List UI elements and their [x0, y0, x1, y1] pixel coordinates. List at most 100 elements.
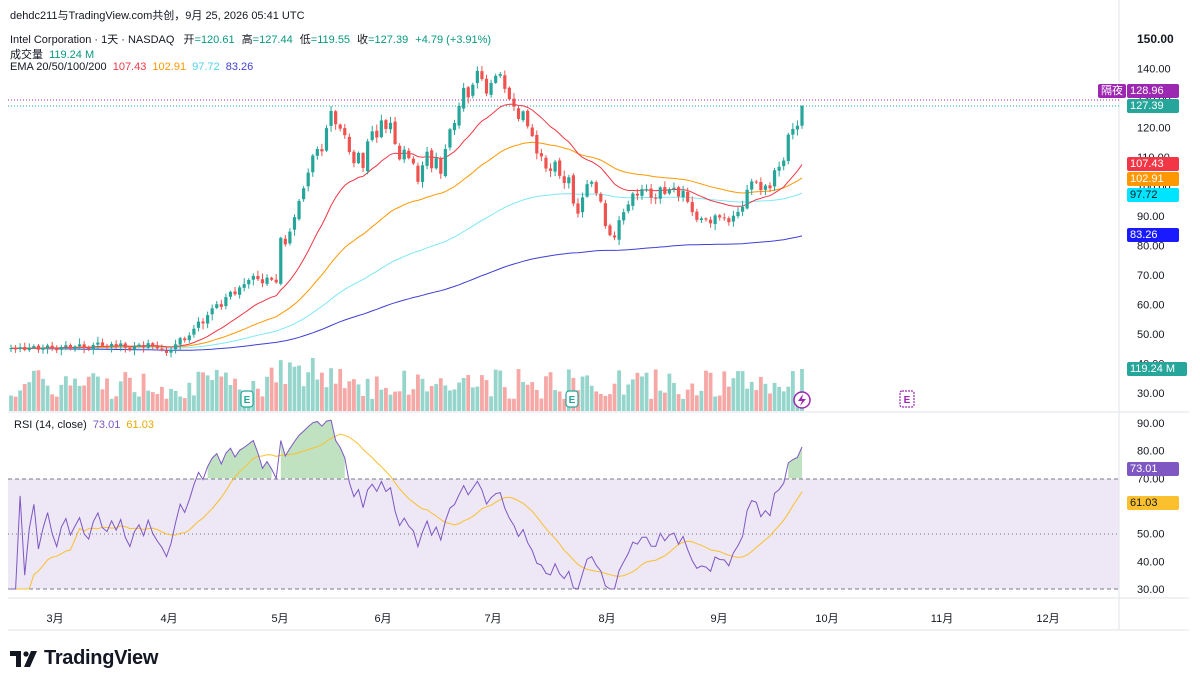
time-axis-label: 12月 — [1036, 613, 1059, 625]
volume-bar — [425, 391, 429, 411]
volume-bar — [429, 386, 434, 411]
candle-body — [36, 345, 41, 350]
ema20-price-tag: 107.43 — [1127, 157, 1179, 171]
candle-body — [768, 185, 772, 189]
volume-bar — [640, 376, 644, 411]
future-earnings-marker-icon — [899, 390, 915, 408]
candle-body — [443, 149, 447, 177]
candle-body — [292, 217, 297, 230]
volume-bar — [379, 389, 384, 411]
candle-body — [654, 197, 658, 199]
rsi-legend[interactable]: RSI (14, close) 73.01 61.03 — [14, 419, 154, 431]
volume-bar — [274, 382, 279, 411]
candle-body — [640, 189, 644, 196]
candle-body — [9, 348, 13, 350]
candles — [9, 66, 804, 358]
volume-bar — [315, 379, 320, 411]
candle-body — [745, 189, 749, 209]
volume-bar — [31, 370, 36, 411]
candle-body — [672, 187, 676, 190]
candle-body — [238, 287, 242, 295]
volume-bar — [704, 370, 708, 411]
candle-body — [87, 347, 91, 350]
volume-bar — [95, 376, 100, 411]
volume-bar — [329, 368, 333, 411]
volume-bar — [662, 392, 667, 411]
volume-bar — [699, 390, 704, 411]
volume-bar — [781, 391, 786, 411]
change-value: +4.79 (+3.91%) — [415, 34, 492, 46]
earnings-marker-icon — [240, 390, 254, 408]
volume-bar — [361, 396, 365, 411]
volume-bar — [580, 376, 585, 411]
rsi-line — [11, 419, 803, 590]
candle-body — [576, 203, 580, 214]
price-axis-label: 60.00 — [1137, 300, 1165, 312]
candle-body — [32, 346, 36, 348]
candle-body — [649, 188, 653, 198]
volume-bar — [182, 398, 187, 411]
volume-bar — [347, 381, 352, 411]
candle-body — [274, 279, 278, 283]
volume-bar — [617, 370, 622, 411]
candle-body — [151, 343, 155, 347]
volume-bar — [539, 398, 544, 411]
volume-bar — [553, 390, 557, 411]
rsi-tag: 73.01 — [1127, 462, 1179, 476]
candle-body — [329, 110, 333, 126]
candle-body — [466, 87, 470, 98]
candle-body — [407, 150, 411, 159]
ema-label: EMA 20/50/100/200 — [10, 61, 107, 73]
ema200-price-tag: 83.26 — [1127, 228, 1179, 242]
time-axis-label: 10月 — [815, 613, 838, 625]
volume-bar — [356, 384, 361, 411]
rsi-axis-label: 40.00 — [1137, 556, 1165, 568]
volume-bar — [800, 369, 804, 411]
volume-bar — [320, 372, 324, 411]
candle-body — [146, 343, 150, 348]
rsi-label: RSI (14, close) — [14, 419, 87, 431]
candle-body — [539, 153, 543, 157]
volume-bar — [265, 376, 269, 411]
volume-bar — [150, 392, 155, 411]
candle-body — [50, 345, 54, 349]
tradingview-logo[interactable]: TradingView — [10, 647, 158, 670]
candle-body — [402, 149, 406, 160]
candle-body — [558, 160, 562, 176]
volume-bar — [365, 378, 370, 411]
candle-body — [786, 134, 790, 161]
symbol-name[interactable]: Intel Corporation · 1天 · NASDAQ — [10, 34, 175, 46]
ema-legend[interactable]: EMA 20/50/100/200 107.43 102.91 97.72 83… — [10, 61, 253, 73]
time-axis-label: 11月 — [931, 613, 953, 625]
rsi-axis-label: 30.00 — [1137, 584, 1165, 596]
volume-bar — [598, 393, 603, 411]
candle-body — [334, 111, 338, 125]
candle-body — [713, 215, 717, 225]
volume-bar — [484, 380, 489, 411]
candle-body — [594, 182, 598, 194]
ema200-line — [11, 235, 803, 351]
candle-body — [759, 182, 763, 191]
volume-legend[interactable]: 成交量 119.24 M — [10, 46, 94, 62]
candle-body — [754, 181, 758, 183]
volume-bar — [86, 376, 91, 411]
time-axis-label: 7月 — [484, 613, 501, 625]
candle-body — [265, 277, 269, 284]
ema100-line — [11, 192, 803, 349]
earnings-marker-icon — [565, 390, 579, 408]
candle-body — [59, 346, 63, 350]
close-value: =127.39 — [368, 34, 409, 46]
candle-body — [782, 160, 786, 167]
high-value: =127.44 — [252, 34, 293, 46]
rsi-value: 73.01 — [92, 419, 121, 431]
volume-bar — [109, 398, 114, 411]
candle-body — [475, 70, 479, 84]
candle-body — [676, 187, 681, 197]
candle-body — [68, 345, 73, 349]
candle-body — [512, 98, 516, 107]
volume-bar — [694, 395, 699, 411]
volume-bar — [141, 373, 146, 411]
volume-bar — [566, 369, 571, 411]
